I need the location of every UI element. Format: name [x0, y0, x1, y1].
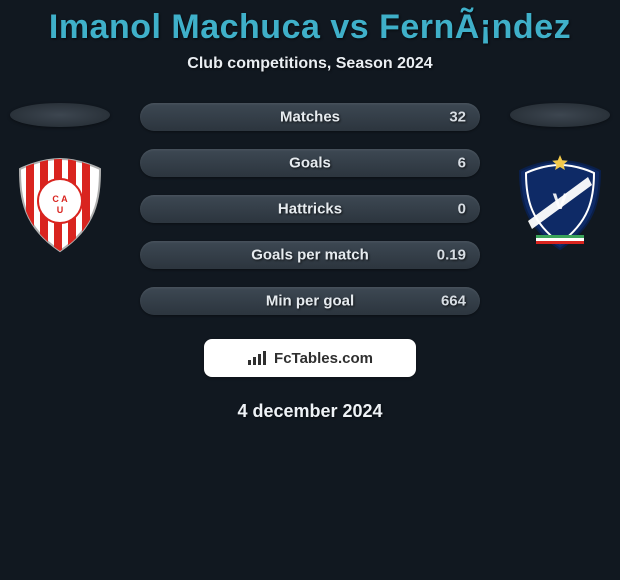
date-text: 4 december 2024 [0, 401, 620, 422]
stat-label: Matches [280, 109, 340, 126]
chart-icon [247, 350, 269, 366]
stat-row-gpm: Goals per match 0.19 [140, 241, 480, 269]
stat-value: 0 [458, 201, 466, 218]
svg-text:C A: C A [52, 194, 68, 204]
player-right-avatar-placeholder [510, 103, 610, 127]
svg-text:U: U [57, 205, 64, 215]
stat-bars: Matches 32 Goals 6 Hattricks 0 Goals per… [140, 103, 480, 315]
stat-row-hattricks: Hattricks 0 [140, 195, 480, 223]
page-title: Imanol Machuca vs FernÃ¡ndez [0, 0, 620, 47]
stat-row-goals: Goals 6 [140, 149, 480, 177]
stat-value: 664 [441, 293, 466, 310]
team-left-crest: C A U [10, 155, 110, 255]
stat-row-mpg: Min per goal 664 [140, 287, 480, 315]
stat-value: 6 [458, 155, 466, 172]
stat-label: Min per goal [266, 293, 354, 310]
team-right-crest: V [510, 155, 610, 255]
shield-icon: V [510, 155, 610, 255]
stat-value: 0.19 [437, 247, 466, 264]
stat-row-matches: Matches 32 [140, 103, 480, 131]
stat-label: Goals per match [251, 247, 369, 264]
player-left: C A U [0, 103, 120, 255]
stat-value: 32 [449, 109, 466, 126]
brand-box: FcTables.com [204, 339, 416, 377]
content-area: C A U V [0, 103, 620, 422]
brand-text: FcTables.com [274, 350, 373, 367]
stat-label: Goals [289, 155, 331, 172]
subtitle: Club competitions, Season 2024 [0, 55, 620, 73]
stat-label: Hattricks [278, 201, 342, 218]
shield-icon: C A U [10, 155, 110, 255]
player-left-avatar-placeholder [10, 103, 110, 127]
svg-text:V: V [553, 189, 568, 214]
player-right: V [500, 103, 620, 255]
